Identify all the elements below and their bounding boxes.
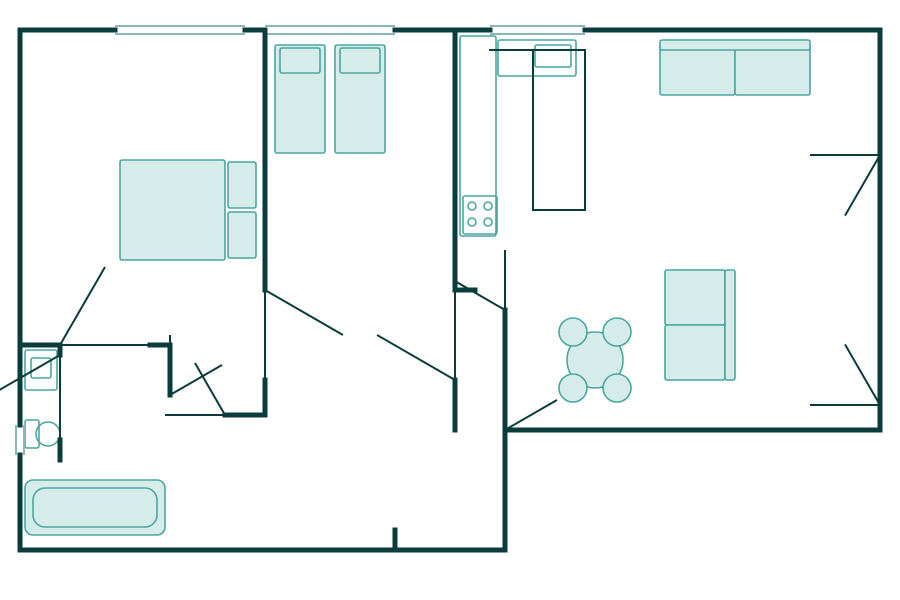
twin-pillow-2 [340, 48, 380, 73]
sofa-mid-b [665, 325, 725, 380]
double-bed-pillow-1 [228, 162, 256, 208]
wall-layer [20, 30, 880, 550]
burner-2 [484, 202, 492, 210]
chair-1 [559, 318, 587, 346]
kitchen-counter-narrow [460, 36, 496, 236]
chair-4 [603, 374, 631, 402]
toilet-tank [25, 420, 39, 448]
kitchen-sink-basin [535, 45, 571, 67]
sofa-mid-back [725, 270, 735, 380]
bath-vanity [25, 350, 57, 390]
sofa-top-a [660, 45, 735, 95]
twin-pillow-1 [280, 48, 320, 73]
sofa-mid-a [665, 270, 725, 325]
double-bed-base [120, 160, 225, 260]
chair-2 [603, 318, 631, 346]
double-bed-pillow-2 [228, 212, 256, 258]
burner-3 [468, 218, 476, 226]
furniture-layer [25, 36, 810, 535]
chair-3 [559, 374, 587, 402]
burner-1 [468, 202, 476, 210]
sofa-top-b [735, 45, 810, 95]
stove [463, 196, 497, 234]
floor-plan [0, 0, 900, 600]
sofa-top-back [660, 40, 810, 50]
burner-4 [484, 218, 492, 226]
